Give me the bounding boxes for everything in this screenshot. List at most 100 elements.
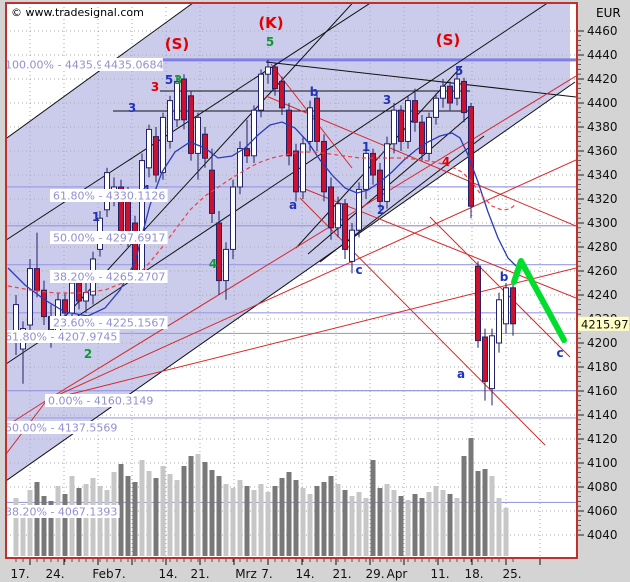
y-tick-label: 4280 <box>587 240 618 254</box>
candle <box>195 116 201 154</box>
volume-bar <box>153 478 159 556</box>
volume-bar <box>503 508 509 556</box>
volume-bar <box>398 496 404 556</box>
volume-bar <box>55 486 61 556</box>
volume-bar <box>174 480 180 556</box>
volume-bar <box>20 504 26 556</box>
grid <box>7 4 576 557</box>
volume-bar <box>454 498 460 556</box>
x-axis[interactable]: 17. 24. Feb 7. 14. 21. Mrz 7. 14. 21. 29. Apr 11. 18.… <box>10 559 541 581</box>
candle <box>286 109 292 157</box>
candle <box>363 152 369 190</box>
plot-layers: (S)(K)5(S)35334124abc12345abc100.00% - 4… <box>7 4 576 557</box>
volume-bar <box>188 456 194 556</box>
candle <box>328 186 334 229</box>
volume-bar <box>76 488 82 556</box>
candle <box>321 140 327 193</box>
wave-label: 1 <box>362 140 370 154</box>
x-tick-label: 14. <box>295 567 314 581</box>
candle <box>202 133 208 159</box>
volume-bar <box>370 460 376 556</box>
y-axis[interactable]: 4460 4440 4420 4400 4380 4360 4340 4320 4300 4280… <box>578 24 618 542</box>
volume-bar <box>433 486 439 556</box>
wave-label: 3 <box>174 73 182 87</box>
candle <box>356 188 362 231</box>
x-tick-label: 29. <box>365 567 384 581</box>
wave-label: 4 <box>209 257 217 271</box>
volume-bar <box>223 484 229 556</box>
candle <box>237 148 243 188</box>
fib-label: 61.80% - 4330.1126 <box>53 190 165 203</box>
candle <box>188 95 194 154</box>
volume-bar <box>489 476 495 556</box>
volume-bar <box>293 480 299 556</box>
candle <box>223 248 229 282</box>
volume-bar <box>146 471 152 556</box>
volume-bar <box>216 476 222 556</box>
x-tick-label: 24. <box>45 567 64 581</box>
volume-bar <box>104 490 110 556</box>
candle <box>153 136 159 176</box>
volume-bar <box>258 484 264 556</box>
candle <box>181 78 187 121</box>
y-tick-label: 4040 <box>587 528 618 542</box>
x-tick-label: Mrz <box>235 567 257 581</box>
wave-label: 4 <box>442 155 450 169</box>
volume-bar <box>377 488 383 556</box>
volume-bar <box>62 494 68 556</box>
candle <box>41 289 47 318</box>
volume-bar <box>419 498 425 556</box>
copyright-label: © www.tradesignal.com <box>11 6 144 19</box>
candle <box>489 335 495 390</box>
y-tick-label: 4460 <box>587 24 618 38</box>
volume-bar <box>391 490 397 556</box>
candle <box>503 287 509 325</box>
wave-label: (S) <box>165 35 190 53</box>
candle <box>496 299 502 344</box>
wave-labels: (S)(K)5(S)35334124abc12345abc <box>84 14 564 381</box>
candle <box>391 109 397 145</box>
green-projection-arrow <box>511 258 567 343</box>
price-tag: 4215.97 <box>578 316 629 331</box>
y-tick-label: 4240 <box>587 288 618 302</box>
candle <box>174 80 180 121</box>
candle <box>216 222 222 282</box>
volume-bar <box>202 462 208 556</box>
volume-bar <box>405 500 411 556</box>
volume-bar <box>209 470 215 556</box>
volume-bar <box>496 498 502 556</box>
volume-bar <box>447 494 453 556</box>
fib-label: 38.20% - 4265.2707 <box>53 271 165 284</box>
volume-bar <box>48 501 54 556</box>
fib-label: 0.00% - 4160.3149 <box>48 395 153 408</box>
x-tick-label: Feb <box>92 567 113 581</box>
x-tick-label: Apr <box>387 567 408 581</box>
candle <box>27 268 33 326</box>
currency-label: EUR <box>596 6 621 20</box>
candle <box>398 109 404 142</box>
volume-bar <box>349 496 355 556</box>
candle <box>510 287 516 325</box>
volume-bar <box>125 476 131 556</box>
candle <box>419 121 425 154</box>
y-tick-label: 4400 <box>587 96 618 110</box>
y-tick-label: 4160 <box>587 384 618 398</box>
candle <box>426 116 432 154</box>
y-tick-label: 4420 <box>587 72 618 86</box>
candle <box>384 143 390 202</box>
y-tick-label: 4180 <box>587 360 618 374</box>
volume-bar <box>363 498 369 556</box>
candle <box>349 229 355 262</box>
volume-bar <box>412 494 418 556</box>
volume-bar <box>335 484 341 556</box>
volume-bar <box>13 498 19 556</box>
wave-label: (K) <box>258 14 283 32</box>
candle <box>251 109 257 157</box>
candle <box>244 148 250 157</box>
y-tick-label: 4380 <box>587 120 618 134</box>
x-tick-label: 25. <box>502 567 521 581</box>
candle <box>167 100 173 142</box>
candle <box>468 106 474 207</box>
y-tick-label: 4200 <box>587 336 618 350</box>
